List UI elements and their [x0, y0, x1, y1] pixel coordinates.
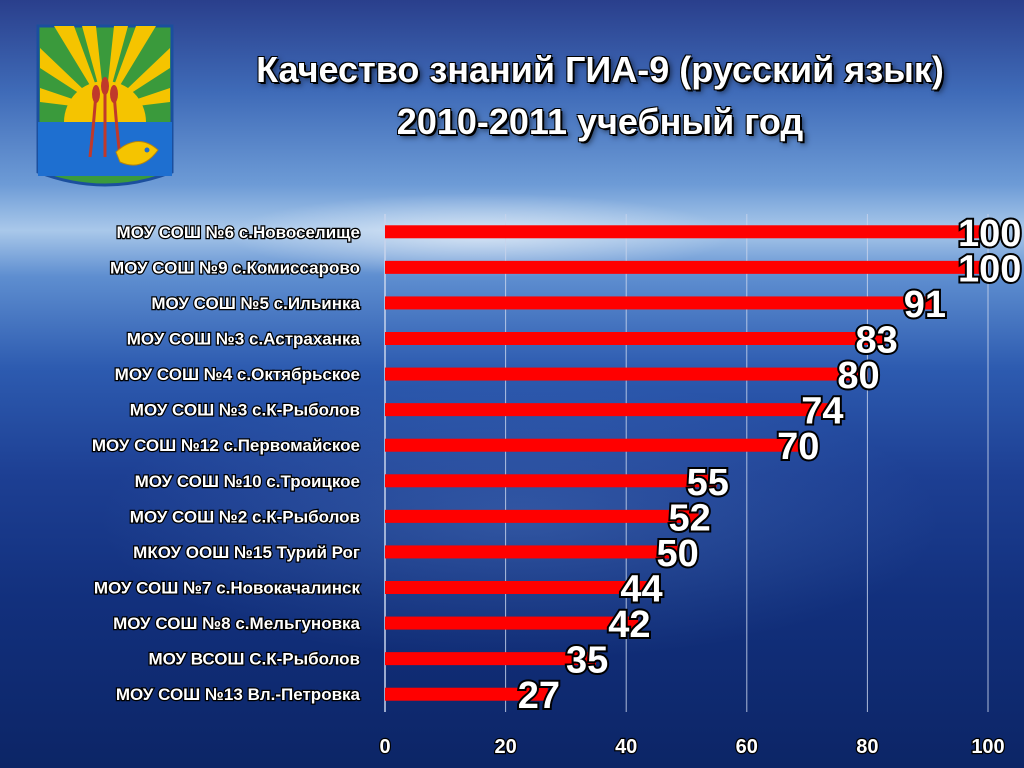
bar	[385, 260, 988, 274]
chart-title-block: Качество знаний ГИА-9 (русский язык) 201…	[180, 44, 1020, 148]
category-label: МОУ СОШ №10 с.Троицкое	[135, 472, 360, 491]
x-tick-label: 40	[615, 736, 637, 758]
bar	[385, 687, 548, 701]
x-tick-label: 0	[379, 736, 390, 758]
x-tick-label: 100	[971, 736, 1004, 758]
data-label: 27	[518, 675, 560, 717]
bar	[385, 581, 651, 594]
data-label: 35	[566, 640, 608, 682]
x-tick-label: 60	[736, 736, 758, 758]
bar	[385, 474, 717, 488]
x-tick-label: 80	[856, 736, 878, 758]
bar	[385, 652, 597, 666]
bar	[385, 403, 832, 417]
chart-title: Качество знаний ГИА-9 (русский язык)	[256, 49, 944, 90]
data-label: 91	[904, 284, 946, 326]
data-label: 55	[687, 462, 729, 504]
coat-of-arms-icon	[36, 24, 174, 187]
category-label: МОУ СОШ №12 с.Первомайское	[92, 436, 360, 455]
category-label: МОУ ВСОШ С.К-Рыболов	[148, 650, 360, 669]
data-label: 100	[958, 213, 1021, 255]
x-tick-label: 20	[494, 736, 516, 758]
bar	[385, 438, 808, 452]
category-label: МОУ СОШ №4 с.Октябрьское	[115, 365, 360, 384]
category-label: МОУ СОШ №3 с.К-Рыболов	[130, 401, 360, 420]
category-label: МОУ СОШ №2 с.К-Рыболов	[130, 507, 360, 526]
chart-subtitle: 2010-2011 учебный год	[396, 101, 804, 142]
data-label: 80	[837, 355, 879, 397]
bar	[385, 367, 868, 381]
bar	[385, 225, 988, 239]
category-label: МОУ СОШ №7 с.Новокачалинск	[94, 579, 361, 598]
data-label: 42	[608, 604, 650, 646]
data-label: 100	[958, 248, 1021, 290]
category-label: МОУ СОШ №3 с.Астраханка	[127, 330, 361, 349]
category-label: МОУ СОШ №13 Вл.-Петровка	[116, 685, 361, 704]
category-label: МОУ СОШ №6 с.Новоселище	[117, 223, 360, 242]
bar	[385, 296, 934, 310]
data-label: 83	[855, 320, 897, 362]
bar	[385, 332, 886, 345]
category-label: МОУ СОШ №9 с.Комиссарово	[110, 258, 360, 277]
data-label: 70	[777, 426, 819, 468]
category-label: МКОУ ООШ №15 Турий Рог	[133, 543, 360, 562]
bar	[385, 545, 687, 559]
bar	[385, 616, 639, 630]
bar-chart: МОУ СОШ №6 с.Новоселище 100 МОУ СОШ №9 с.К…	[91, 211, 1024, 759]
data-label: 44	[620, 569, 662, 611]
category-label: МОУ СОШ №5 с.Ильинка	[151, 294, 360, 313]
bar	[385, 509, 699, 523]
data-label: 50	[657, 533, 699, 575]
category-label: МОУ СОШ №8 с.Мельгуновка	[113, 614, 360, 633]
data-label: 74	[801, 391, 843, 433]
data-label: 52	[669, 497, 711, 539]
